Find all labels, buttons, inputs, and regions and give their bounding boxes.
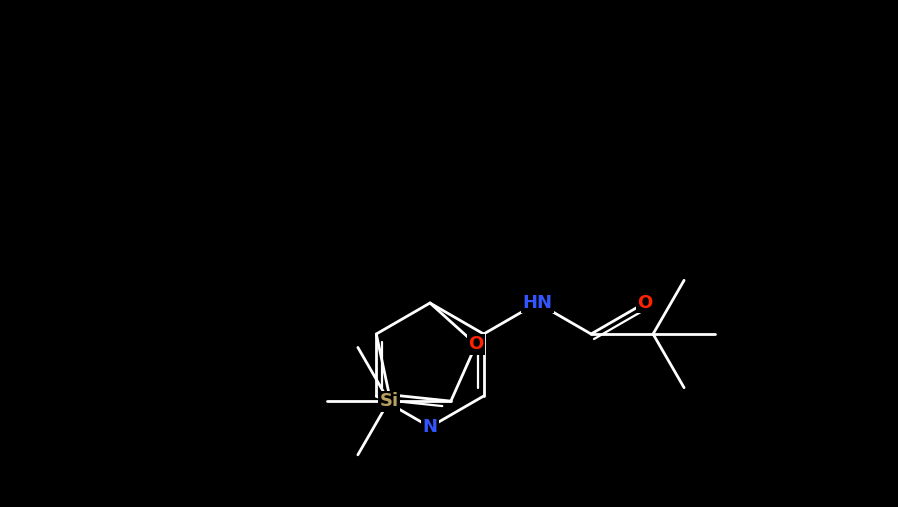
Text: O: O [469, 336, 484, 353]
Text: O: O [638, 294, 653, 312]
Text: N: N [422, 418, 437, 436]
Text: Si: Si [379, 392, 399, 410]
Text: HN: HN [523, 294, 552, 312]
